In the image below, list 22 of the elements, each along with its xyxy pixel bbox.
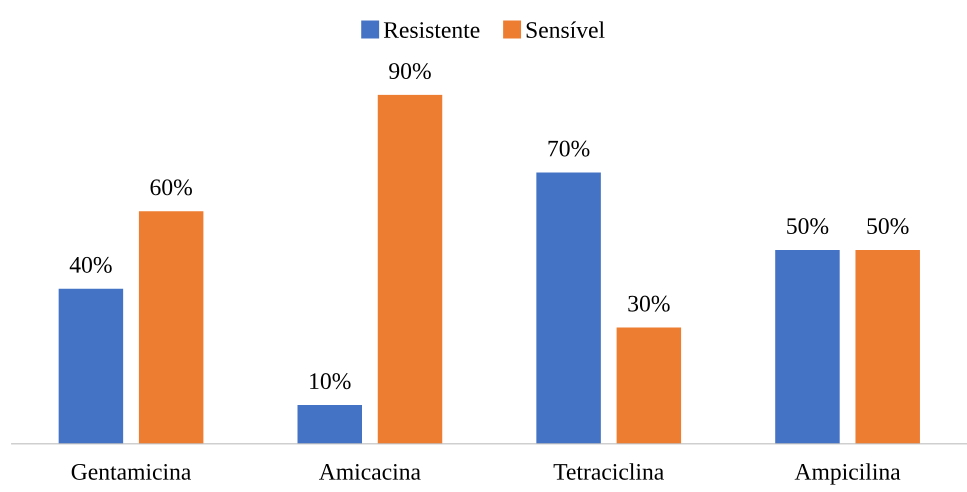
data-label: 70% [548, 140, 590, 157]
bar [58, 288, 124, 444]
bar [298, 405, 362, 444]
bar [138, 211, 204, 444]
data-label: 60% [150, 179, 192, 196]
bar [855, 250, 920, 444]
bar [536, 172, 601, 444]
legend-label: Resistente [384, 22, 480, 38]
data-label: 40% [70, 256, 112, 273]
data-label: 50% [787, 218, 828, 234]
data-label: 10% [310, 373, 351, 390]
x-tick-label: Ampicilina [794, 463, 900, 485]
legend-label: Sensível [526, 21, 605, 38]
bar [775, 250, 840, 444]
data-label: 50% [867, 218, 909, 234]
data-label: 30% [628, 296, 670, 312]
data-label: 90% [389, 63, 431, 80]
x-tick-label: Amicacina [318, 464, 421, 480]
bar [378, 94, 442, 444]
bar [616, 327, 682, 444]
x-tick-label: Tetraciclina [554, 463, 664, 480]
x-tick-label: Gentamicina [72, 464, 192, 480]
